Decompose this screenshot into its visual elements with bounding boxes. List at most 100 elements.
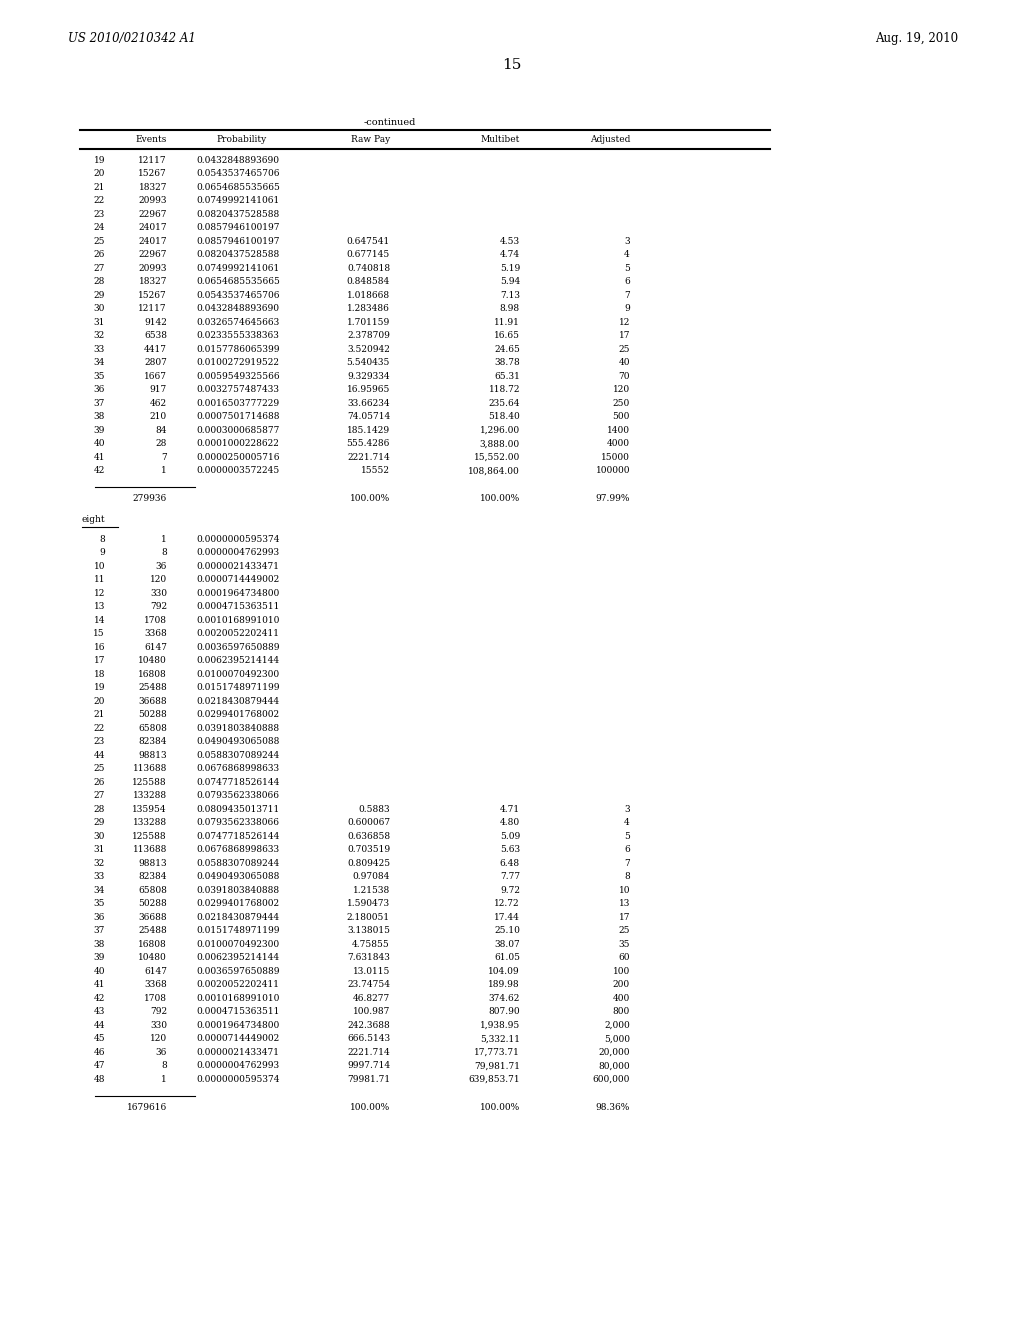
Text: 42: 42 — [93, 466, 105, 475]
Text: 0.97084: 0.97084 — [352, 873, 390, 882]
Text: 792: 792 — [150, 1007, 167, 1016]
Text: 100.987: 100.987 — [352, 1007, 390, 1016]
Text: Adjusted: Adjusted — [590, 135, 630, 144]
Text: 2.378709: 2.378709 — [347, 331, 390, 341]
Text: 29: 29 — [93, 290, 105, 300]
Text: 0.0299401768002: 0.0299401768002 — [196, 710, 280, 719]
Text: 1667: 1667 — [144, 372, 167, 381]
Text: 13: 13 — [93, 602, 105, 611]
Text: 17,773.71: 17,773.71 — [474, 1048, 520, 1057]
Text: 120: 120 — [150, 1035, 167, 1043]
Text: 0.0020052202411: 0.0020052202411 — [196, 981, 279, 990]
Text: 0.0007501714688: 0.0007501714688 — [196, 412, 280, 421]
Text: 26: 26 — [93, 777, 105, 787]
Text: 0.0016503777229: 0.0016503777229 — [196, 399, 280, 408]
Text: 6147: 6147 — [144, 643, 167, 652]
Text: 8: 8 — [161, 1061, 167, 1071]
Text: 0.0490493065088: 0.0490493065088 — [196, 873, 280, 882]
Text: 0.0000004762993: 0.0000004762993 — [196, 548, 280, 557]
Text: 37: 37 — [93, 399, 105, 408]
Text: 133288: 133288 — [133, 818, 167, 828]
Text: 98813: 98813 — [138, 859, 167, 869]
Text: 6538: 6538 — [144, 331, 167, 341]
Text: 5.63: 5.63 — [500, 845, 520, 854]
Text: 600,000: 600,000 — [593, 1074, 630, 1084]
Text: 118.72: 118.72 — [488, 385, 520, 395]
Text: 15267: 15267 — [138, 290, 167, 300]
Text: 0.0032757487433: 0.0032757487433 — [196, 385, 279, 395]
Text: 4.74: 4.74 — [500, 251, 520, 260]
Text: 8: 8 — [625, 873, 630, 882]
Text: 242.3688: 242.3688 — [347, 1020, 390, 1030]
Text: 1708: 1708 — [144, 616, 167, 624]
Text: 13.0115: 13.0115 — [352, 968, 390, 975]
Text: 20993: 20993 — [138, 197, 167, 206]
Text: 555.4286: 555.4286 — [347, 440, 390, 449]
Text: 48: 48 — [93, 1074, 105, 1084]
Text: 4417: 4417 — [144, 345, 167, 354]
Text: 0.600067: 0.600067 — [347, 818, 390, 828]
Text: 0.0391803840888: 0.0391803840888 — [196, 886, 280, 895]
Text: 19: 19 — [93, 684, 105, 693]
Text: 32: 32 — [94, 859, 105, 869]
Text: 79,981.71: 79,981.71 — [474, 1061, 520, 1071]
Text: 26: 26 — [93, 251, 105, 260]
Text: 1: 1 — [161, 535, 167, 544]
Text: 518.40: 518.40 — [488, 412, 520, 421]
Text: 3.520942: 3.520942 — [347, 345, 390, 354]
Text: 12117: 12117 — [138, 305, 167, 313]
Text: 1679616: 1679616 — [127, 1104, 167, 1111]
Text: 2,000: 2,000 — [604, 1020, 630, 1030]
Text: 0.0059549325566: 0.0059549325566 — [196, 372, 280, 381]
Text: 35: 35 — [618, 940, 630, 949]
Text: 18327: 18327 — [138, 183, 167, 191]
Text: 0.0001964734800: 0.0001964734800 — [196, 1020, 280, 1030]
Text: 0.0233555338363: 0.0233555338363 — [196, 331, 279, 341]
Text: 34: 34 — [93, 886, 105, 895]
Text: 0.677145: 0.677145 — [347, 251, 390, 260]
Text: 3: 3 — [625, 238, 630, 246]
Text: 25: 25 — [618, 345, 630, 354]
Text: Aug. 19, 2010: Aug. 19, 2010 — [874, 32, 958, 45]
Text: 11.91: 11.91 — [495, 318, 520, 327]
Text: 20: 20 — [93, 697, 105, 706]
Text: 33: 33 — [94, 345, 105, 354]
Text: 98.36%: 98.36% — [596, 1104, 630, 1111]
Text: US 2010/0210342 A1: US 2010/0210342 A1 — [68, 32, 196, 45]
Text: 5,000: 5,000 — [604, 1035, 630, 1043]
Text: 23: 23 — [94, 210, 105, 219]
Text: 0.0100070492300: 0.0100070492300 — [196, 940, 280, 949]
Text: 374.62: 374.62 — [488, 994, 520, 1003]
Text: 0.0749992141061: 0.0749992141061 — [196, 197, 280, 206]
Text: 0.0004715363511: 0.0004715363511 — [196, 1007, 280, 1016]
Text: 0.0588307089244: 0.0588307089244 — [196, 751, 280, 760]
Text: 1708: 1708 — [144, 994, 167, 1003]
Text: 639,853.71: 639,853.71 — [468, 1074, 520, 1084]
Text: 39: 39 — [93, 953, 105, 962]
Text: 22967: 22967 — [138, 251, 167, 260]
Text: 0.0543537465706: 0.0543537465706 — [196, 290, 280, 300]
Text: 65808: 65808 — [138, 723, 167, 733]
Text: 36: 36 — [93, 913, 105, 921]
Text: 0.0157786065399: 0.0157786065399 — [196, 345, 280, 354]
Text: 0.0793562338066: 0.0793562338066 — [196, 818, 279, 828]
Text: 38: 38 — [93, 940, 105, 949]
Text: 40: 40 — [93, 968, 105, 975]
Text: 7.13: 7.13 — [500, 290, 520, 300]
Text: 9: 9 — [99, 548, 105, 557]
Text: 5,332.11: 5,332.11 — [480, 1035, 520, 1043]
Text: 20,000: 20,000 — [598, 1048, 630, 1057]
Text: Probability: Probability — [217, 135, 267, 144]
Text: 35: 35 — [93, 899, 105, 908]
Text: 0.0100272919522: 0.0100272919522 — [196, 359, 279, 367]
Text: 1.018668: 1.018668 — [347, 290, 390, 300]
Text: 0.0676868998633: 0.0676868998633 — [196, 764, 280, 774]
Text: 39: 39 — [93, 426, 105, 436]
Text: 0.809425: 0.809425 — [347, 859, 390, 869]
Text: 24: 24 — [93, 223, 105, 232]
Text: 7: 7 — [625, 290, 630, 300]
Text: 50288: 50288 — [138, 710, 167, 719]
Text: 6147: 6147 — [144, 968, 167, 975]
Text: 2221.714: 2221.714 — [347, 453, 390, 462]
Text: 3368: 3368 — [144, 630, 167, 639]
